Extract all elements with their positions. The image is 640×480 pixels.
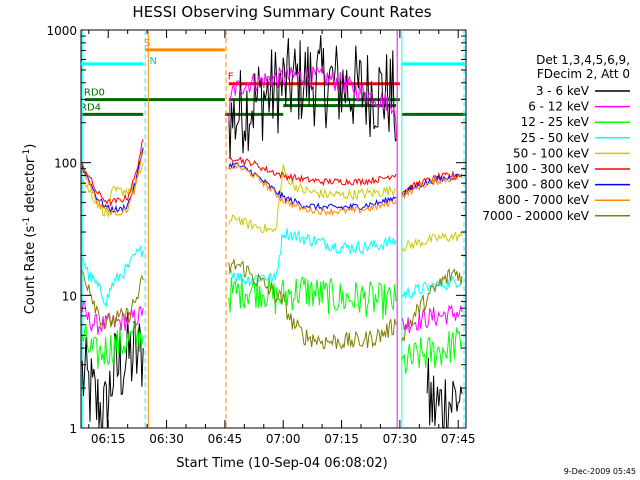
series-line — [81, 139, 144, 207]
flag-label: F — [228, 72, 234, 83]
series-line — [81, 322, 144, 369]
y-axis-label-part: detector — [23, 157, 38, 217]
y-tick-label: 1 — [69, 422, 77, 436]
flag-label: N — [149, 56, 156, 67]
series-line — [228, 259, 397, 350]
plot-frame — [80, 29, 467, 429]
series-line — [401, 274, 463, 300]
x-tick-label: 07:00 — [266, 432, 301, 446]
legend-header-line: FDecim 2, Att 0 — [537, 67, 630, 81]
series-line — [401, 267, 463, 342]
legend-label: 50 - 100 keV — [513, 146, 590, 160]
chart-title: HESSI Observing Summary Count Rates — [132, 3, 431, 21]
x-tick-label: 06:45 — [208, 432, 243, 446]
y-tick-label: 1000 — [46, 24, 77, 38]
legend-label: 7000 - 20000 keV — [482, 209, 589, 223]
plot-footnote: 9-Dec-2009 05:45 — [564, 467, 636, 476]
legend-label: 300 - 800 keV — [505, 178, 589, 192]
series-line — [81, 270, 144, 330]
legend: Det 1,3,4,5,6,9, FDecim 2, Att 0 3 - 6 k… — [482, 53, 630, 223]
x-tick-label: 07:15 — [324, 432, 359, 446]
legend-label: 25 - 50 keV — [521, 131, 590, 145]
y-axis-label: Count Rate (s-1 detector-1) — [22, 144, 38, 315]
series-line — [401, 173, 463, 197]
flag-label: RD0 — [84, 88, 105, 99]
series-line — [228, 35, 398, 160]
series-line — [228, 156, 397, 187]
series-line — [401, 174, 463, 200]
series-line — [228, 274, 397, 320]
legend-label: 800 - 7000 keV — [498, 193, 590, 207]
legend-label: 100 - 300 keV — [505, 162, 589, 176]
series-line — [401, 170, 463, 195]
legend-label: 12 - 25 keV — [521, 115, 590, 129]
legend-header-line: Det 1,3,4,5,6,9, — [536, 53, 630, 67]
flag-label: RD4 — [80, 102, 101, 113]
series-line — [401, 304, 463, 334]
series-line — [228, 228, 397, 288]
x-tick-label: 07:30 — [383, 432, 418, 446]
series-line — [228, 161, 397, 217]
x-tick-label: 06:30 — [149, 432, 184, 446]
legend-label: 3 - 6 keV — [536, 84, 590, 98]
series-line — [81, 151, 144, 217]
series-line — [81, 311, 144, 429]
series-line — [228, 161, 397, 212]
series-line — [401, 327, 463, 374]
y-tick-label: 10 — [62, 289, 77, 303]
legend-label: 6 - 12 keV — [528, 100, 590, 114]
x-axis-label: Start Time (10-Sep-04 06:08:02) — [176, 456, 387, 471]
y-axis-label-part: ) — [23, 144, 38, 149]
y-tick-label: 100 — [54, 157, 77, 171]
series-group — [81, 35, 463, 429]
x-tick-label: 06:15 — [91, 432, 126, 446]
y-axis-label-sup: -1 — [22, 217, 32, 226]
y-axis-label-part: Count Rate (s — [23, 226, 38, 315]
series-line — [228, 164, 396, 234]
axes-group: 06:15 06:30 06:45 07:00 07:15 07:30 07:45 1 10 10… — [46, 24, 475, 446]
series-line — [81, 147, 144, 213]
series-line — [81, 244, 144, 308]
series-line — [426, 357, 463, 429]
y-axis-label-sup: -1 — [22, 149, 32, 158]
flag-label: S — [144, 38, 150, 49]
x-tick-label: 07:45 — [441, 432, 476, 446]
series-line — [401, 231, 463, 253]
series-line — [228, 65, 398, 140]
